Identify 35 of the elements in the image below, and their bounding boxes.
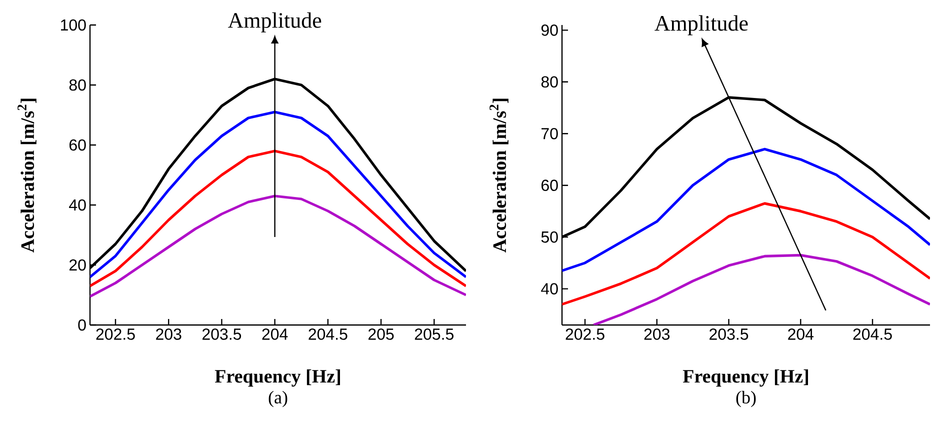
y-tick-label: 60 <box>542 180 558 192</box>
line-series <box>562 202 930 306</box>
x-axis-title: Frequency [Hz] <box>214 369 340 387</box>
annotation: Amplitude <box>654 15 748 36</box>
x-tick-label: 205 <box>368 328 394 340</box>
y-tick-label: 50 <box>541 231 558 243</box>
y-axis-title: Acceleration [m/s$^{2}$] <box>18 98 36 253</box>
x-tick-label: 203.5 <box>202 328 242 340</box>
line-series <box>90 150 466 288</box>
x-tick-label: 204 <box>788 328 814 340</box>
y-tick-label: 100 <box>61 19 86 31</box>
x-tick-label: 204.5 <box>308 328 348 340</box>
text: (b) <box>736 390 756 408</box>
x-tick-label: 203 <box>644 328 670 340</box>
text: (a) <box>268 390 288 408</box>
y-tick-label: 90 <box>541 24 558 36</box>
y-axis-title: Acceleration [m/s$^{2}$] <box>490 98 508 253</box>
x-tick-label: 204.5 <box>853 328 892 340</box>
y-tick-label: 40 <box>69 199 86 211</box>
y-tick-label: 0 <box>78 319 86 331</box>
x-tick-label: 203 <box>156 328 182 340</box>
y-tick-label: 70 <box>542 128 558 140</box>
x-tick-label: 202.5 <box>566 328 604 340</box>
y-tick-label: 80 <box>69 79 86 91</box>
x-tick-label: 205.5 <box>414 328 454 340</box>
y-tick-label: 40 <box>541 283 558 294</box>
line-series <box>592 254 930 325</box>
x-tick-label: 202.5 <box>96 328 135 340</box>
x-tick-label: 203.5 <box>710 328 748 340</box>
x-axis-title: Frequency [Hz] <box>682 369 808 387</box>
y-tick-label: 20 <box>69 259 86 271</box>
annotation: Amplitude <box>228 12 322 32</box>
y-tick-label: 80 <box>541 76 558 88</box>
y-tick-label: 60 <box>69 139 86 151</box>
x-tick-label: 204 <box>262 328 288 340</box>
